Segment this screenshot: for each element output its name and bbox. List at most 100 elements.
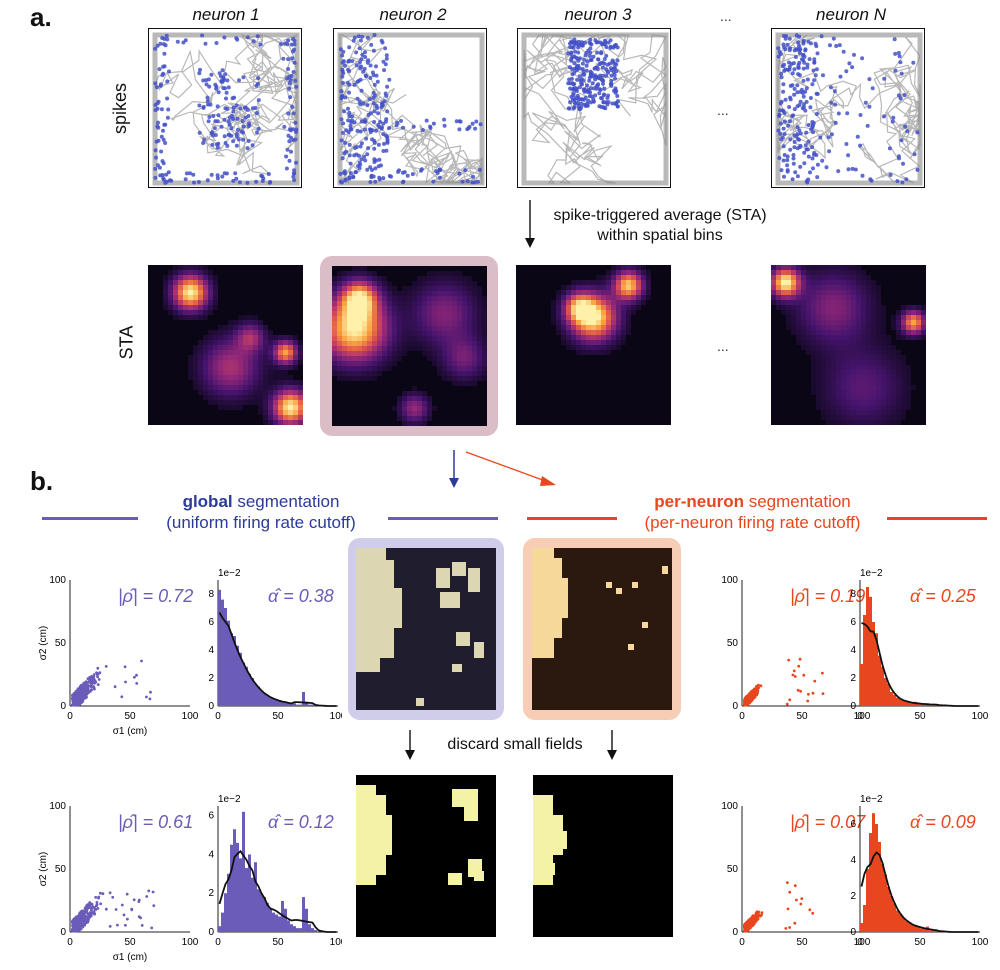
x-tick-label: 0 xyxy=(857,937,863,948)
scatter-point xyxy=(785,702,789,706)
scatter-point xyxy=(75,922,79,926)
x-axis-label: σ1 (cm) xyxy=(113,726,148,737)
scatter-point xyxy=(759,684,763,688)
y-tick-label: 4 xyxy=(208,645,214,656)
y-tick-label: 0 xyxy=(208,701,214,712)
stat-annotation: |ρ̂| = 0.19 xyxy=(790,586,865,606)
scatter-point xyxy=(807,692,810,696)
scatter-point xyxy=(84,686,88,690)
histogram-bar xyxy=(872,813,875,932)
histogram-bar xyxy=(254,683,257,706)
histogram-bar xyxy=(920,928,923,932)
x-tick-label: 50 xyxy=(914,711,926,722)
spike-points xyxy=(566,37,620,111)
x-tick-label: 100 xyxy=(972,711,989,722)
y-tick-label: 0 xyxy=(732,927,738,938)
scale-label: 1e−2 xyxy=(218,794,241,805)
histogram-bar xyxy=(884,678,887,706)
histogram-bar xyxy=(878,842,881,932)
neuron-n-title: neuron N xyxy=(816,5,886,24)
trajectory-paths xyxy=(775,32,923,186)
histogram-bar xyxy=(293,703,296,706)
histogram-bar xyxy=(290,924,293,932)
scatter-point xyxy=(88,681,91,684)
scatter-point xyxy=(87,691,90,694)
histogram-bar xyxy=(860,923,863,932)
x-tick-label: 0 xyxy=(67,711,73,722)
histogram-bar xyxy=(248,673,251,706)
scatter-point xyxy=(78,915,82,919)
histogram-bar xyxy=(224,608,227,706)
spikes-plot-neuron-n xyxy=(771,28,925,188)
global-title-rest: segmentation xyxy=(232,492,340,511)
scatter-point xyxy=(78,922,82,926)
scatter-point xyxy=(108,891,112,895)
histogram-bar xyxy=(272,912,275,932)
histogram-bar xyxy=(875,824,878,932)
histogram-bar xyxy=(281,701,284,706)
histogram-bar xyxy=(311,928,314,932)
histogram-bar xyxy=(245,868,248,932)
mask-regions xyxy=(356,548,484,706)
spikes-row-label: spikes xyxy=(110,82,131,135)
spikes-plot-neuron-2 xyxy=(333,28,487,188)
scatter-point xyxy=(77,696,80,700)
perneuron-mask-bottom xyxy=(533,775,673,937)
scatter-point xyxy=(799,689,802,693)
scatter-point xyxy=(813,679,817,683)
scatter-point xyxy=(811,691,815,695)
scatter-point xyxy=(149,690,152,694)
histogram-bar xyxy=(305,701,308,706)
histogram-bar xyxy=(905,921,908,932)
scatter-point xyxy=(786,907,790,911)
scatter-point xyxy=(71,703,75,707)
spikes-plot-neuron-3 xyxy=(517,28,671,188)
x-tick-label: 0 xyxy=(857,711,863,722)
scatter-point xyxy=(743,697,747,701)
x-tick-label: 100 xyxy=(330,711,342,722)
histogram-bar xyxy=(296,928,299,932)
y-tick-label: 6 xyxy=(850,617,856,628)
scatter-point xyxy=(745,921,748,925)
histogram-bar xyxy=(293,926,296,932)
y-tick-label: 100 xyxy=(49,575,66,586)
global-segmentation-title: global segmentation (uniform firing rate… xyxy=(140,491,382,533)
scatter-point xyxy=(93,907,97,911)
histogram-bar xyxy=(899,914,902,932)
scatter-point xyxy=(757,686,760,690)
scatter-point xyxy=(758,914,762,918)
scatter-point xyxy=(755,913,759,917)
scatter-point xyxy=(147,889,151,893)
scatter-point xyxy=(152,904,156,907)
scatter-point xyxy=(87,905,90,909)
scatter-point xyxy=(750,924,753,927)
fit-curve xyxy=(860,851,979,933)
global-scatter-top: 0 50 100 0 50 100 σ1 (cm) σ2 (cm) |ρ̂| = 0.72 xyxy=(38,575,198,737)
y-tick-label: 0 xyxy=(850,701,856,712)
scatter-point xyxy=(747,695,751,698)
histogram-bar xyxy=(311,704,314,706)
y-tick-label: 6 xyxy=(208,811,214,822)
scatter-point xyxy=(92,680,96,684)
scatter-point xyxy=(746,927,749,931)
sta-row-label: STA xyxy=(116,325,137,360)
scatter-point xyxy=(148,697,152,701)
scatter-point xyxy=(126,917,129,921)
scatter-point xyxy=(140,659,143,663)
scatter-point xyxy=(786,881,789,884)
scatter-point xyxy=(800,897,804,900)
histogram-bar xyxy=(263,897,266,932)
y-tick-label: 100 xyxy=(49,801,66,812)
scatter-point xyxy=(784,927,788,930)
scatter-point xyxy=(86,903,90,907)
scatter-point xyxy=(797,664,801,668)
histogram-bar xyxy=(887,683,890,706)
scatter-point xyxy=(750,916,753,920)
histogram-bar xyxy=(914,924,917,932)
histogram-bar xyxy=(242,811,245,932)
histogram-bar xyxy=(308,924,311,932)
histogram-bar xyxy=(911,703,914,706)
x-tick-label: 0 xyxy=(215,711,221,722)
global-mask-bottom xyxy=(356,775,496,937)
